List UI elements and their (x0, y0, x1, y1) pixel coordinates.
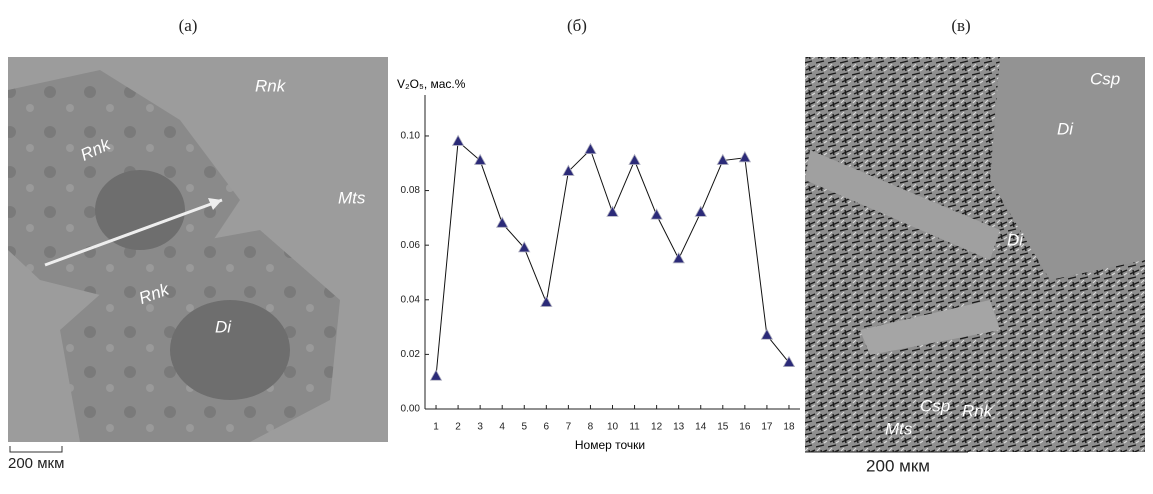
x-tick-label: 15 (717, 422, 729, 433)
annotation: Csp (920, 396, 950, 415)
marker (606, 205, 619, 217)
annotation: Di (1007, 230, 1024, 249)
panel-label: (б) (567, 16, 587, 35)
marker (451, 134, 465, 146)
marker (584, 142, 597, 155)
scale-bar (9, 446, 63, 453)
y-tick-label: 0.00 (401, 404, 421, 415)
marker (672, 251, 685, 264)
x-tick-label: 8 (588, 422, 594, 433)
x-tick-label: 7 (566, 422, 572, 433)
marker (473, 153, 487, 165)
image-c: Csp Di Di Csp Rnk Mts 200 мкм (805, 57, 1145, 475)
annotation: Mts (885, 419, 913, 438)
x-axis-label: Номер точки (575, 438, 645, 452)
marker (782, 355, 796, 367)
marker (518, 241, 531, 253)
annotation: Rnk (962, 401, 994, 420)
annotation: Mts (338, 188, 366, 207)
marker (540, 295, 553, 307)
marker (738, 150, 752, 163)
panel-label: (в) (951, 16, 970, 35)
x-tick-label: 5 (521, 422, 527, 433)
chart: V₂O₅, мас.% Номер точки 0.00 0.02 0.04 0.06… (397, 77, 800, 452)
annotation: Di (215, 317, 232, 336)
annotation: Rnk (255, 76, 287, 95)
zone (170, 300, 290, 400)
x-tick-label: 16 (739, 422, 751, 433)
crystal (805, 150, 1000, 260)
zone (95, 170, 185, 250)
annotation: Csp (1090, 69, 1120, 88)
y-tick-label: 0.02 (401, 349, 421, 360)
x-tick-label: 14 (695, 422, 707, 433)
x-tick-label: 2 (455, 422, 461, 433)
x-tick-label: 4 (499, 422, 505, 433)
marker (760, 328, 774, 340)
annotation: Di (1057, 119, 1074, 138)
arrow-head (208, 198, 222, 210)
scale-label: 200 мкм (866, 456, 930, 475)
crystal (990, 57, 1145, 280)
y-axis-label: V₂O₅, мас.% (397, 77, 466, 91)
crystal (860, 300, 1000, 355)
x-tick-label: 17 (761, 422, 773, 433)
y-tick-label: 0.10 (401, 131, 421, 142)
marker (694, 205, 707, 217)
marker (716, 153, 729, 165)
panel-label: (а) (179, 16, 198, 35)
marker (496, 216, 509, 228)
image-a: Rnk Mts Rnk Rnk Di 200 мкм (8, 57, 388, 472)
x-tick-label: 1 (433, 422, 439, 433)
x-tick-label: 18 (783, 422, 795, 433)
arrow (44, 198, 223, 267)
x-tick-label: 10 (607, 422, 619, 433)
scale-label: 200 мкм (8, 455, 64, 472)
marker (628, 153, 641, 165)
x-tick-label: 3 (477, 422, 483, 433)
y-tick-label: 0.04 (401, 294, 421, 305)
x-tick-label: 13 (673, 422, 685, 433)
marker (650, 208, 663, 220)
y-tick-label: 0.08 (401, 185, 421, 196)
marker (562, 164, 575, 176)
marker (429, 369, 443, 381)
series-line (435, 140, 790, 377)
x-tick-label: 12 (651, 422, 663, 433)
y-tick-label: 0.06 (401, 240, 421, 251)
x-tick-label: 6 (544, 422, 550, 433)
x-tick-label: 11 (629, 422, 640, 433)
